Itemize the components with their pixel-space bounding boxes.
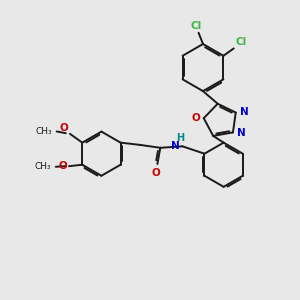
- Text: N: N: [171, 141, 180, 151]
- Text: CH₃: CH₃: [36, 127, 52, 136]
- Text: O: O: [152, 168, 160, 178]
- Text: Cl: Cl: [191, 21, 202, 31]
- Text: O: O: [59, 160, 68, 171]
- Text: CH₃: CH₃: [35, 162, 51, 171]
- Text: O: O: [60, 123, 68, 133]
- Text: N: N: [240, 107, 248, 117]
- Text: O: O: [191, 112, 200, 123]
- Text: N: N: [237, 128, 245, 138]
- Text: H: H: [176, 133, 184, 143]
- Text: Cl: Cl: [236, 37, 247, 47]
